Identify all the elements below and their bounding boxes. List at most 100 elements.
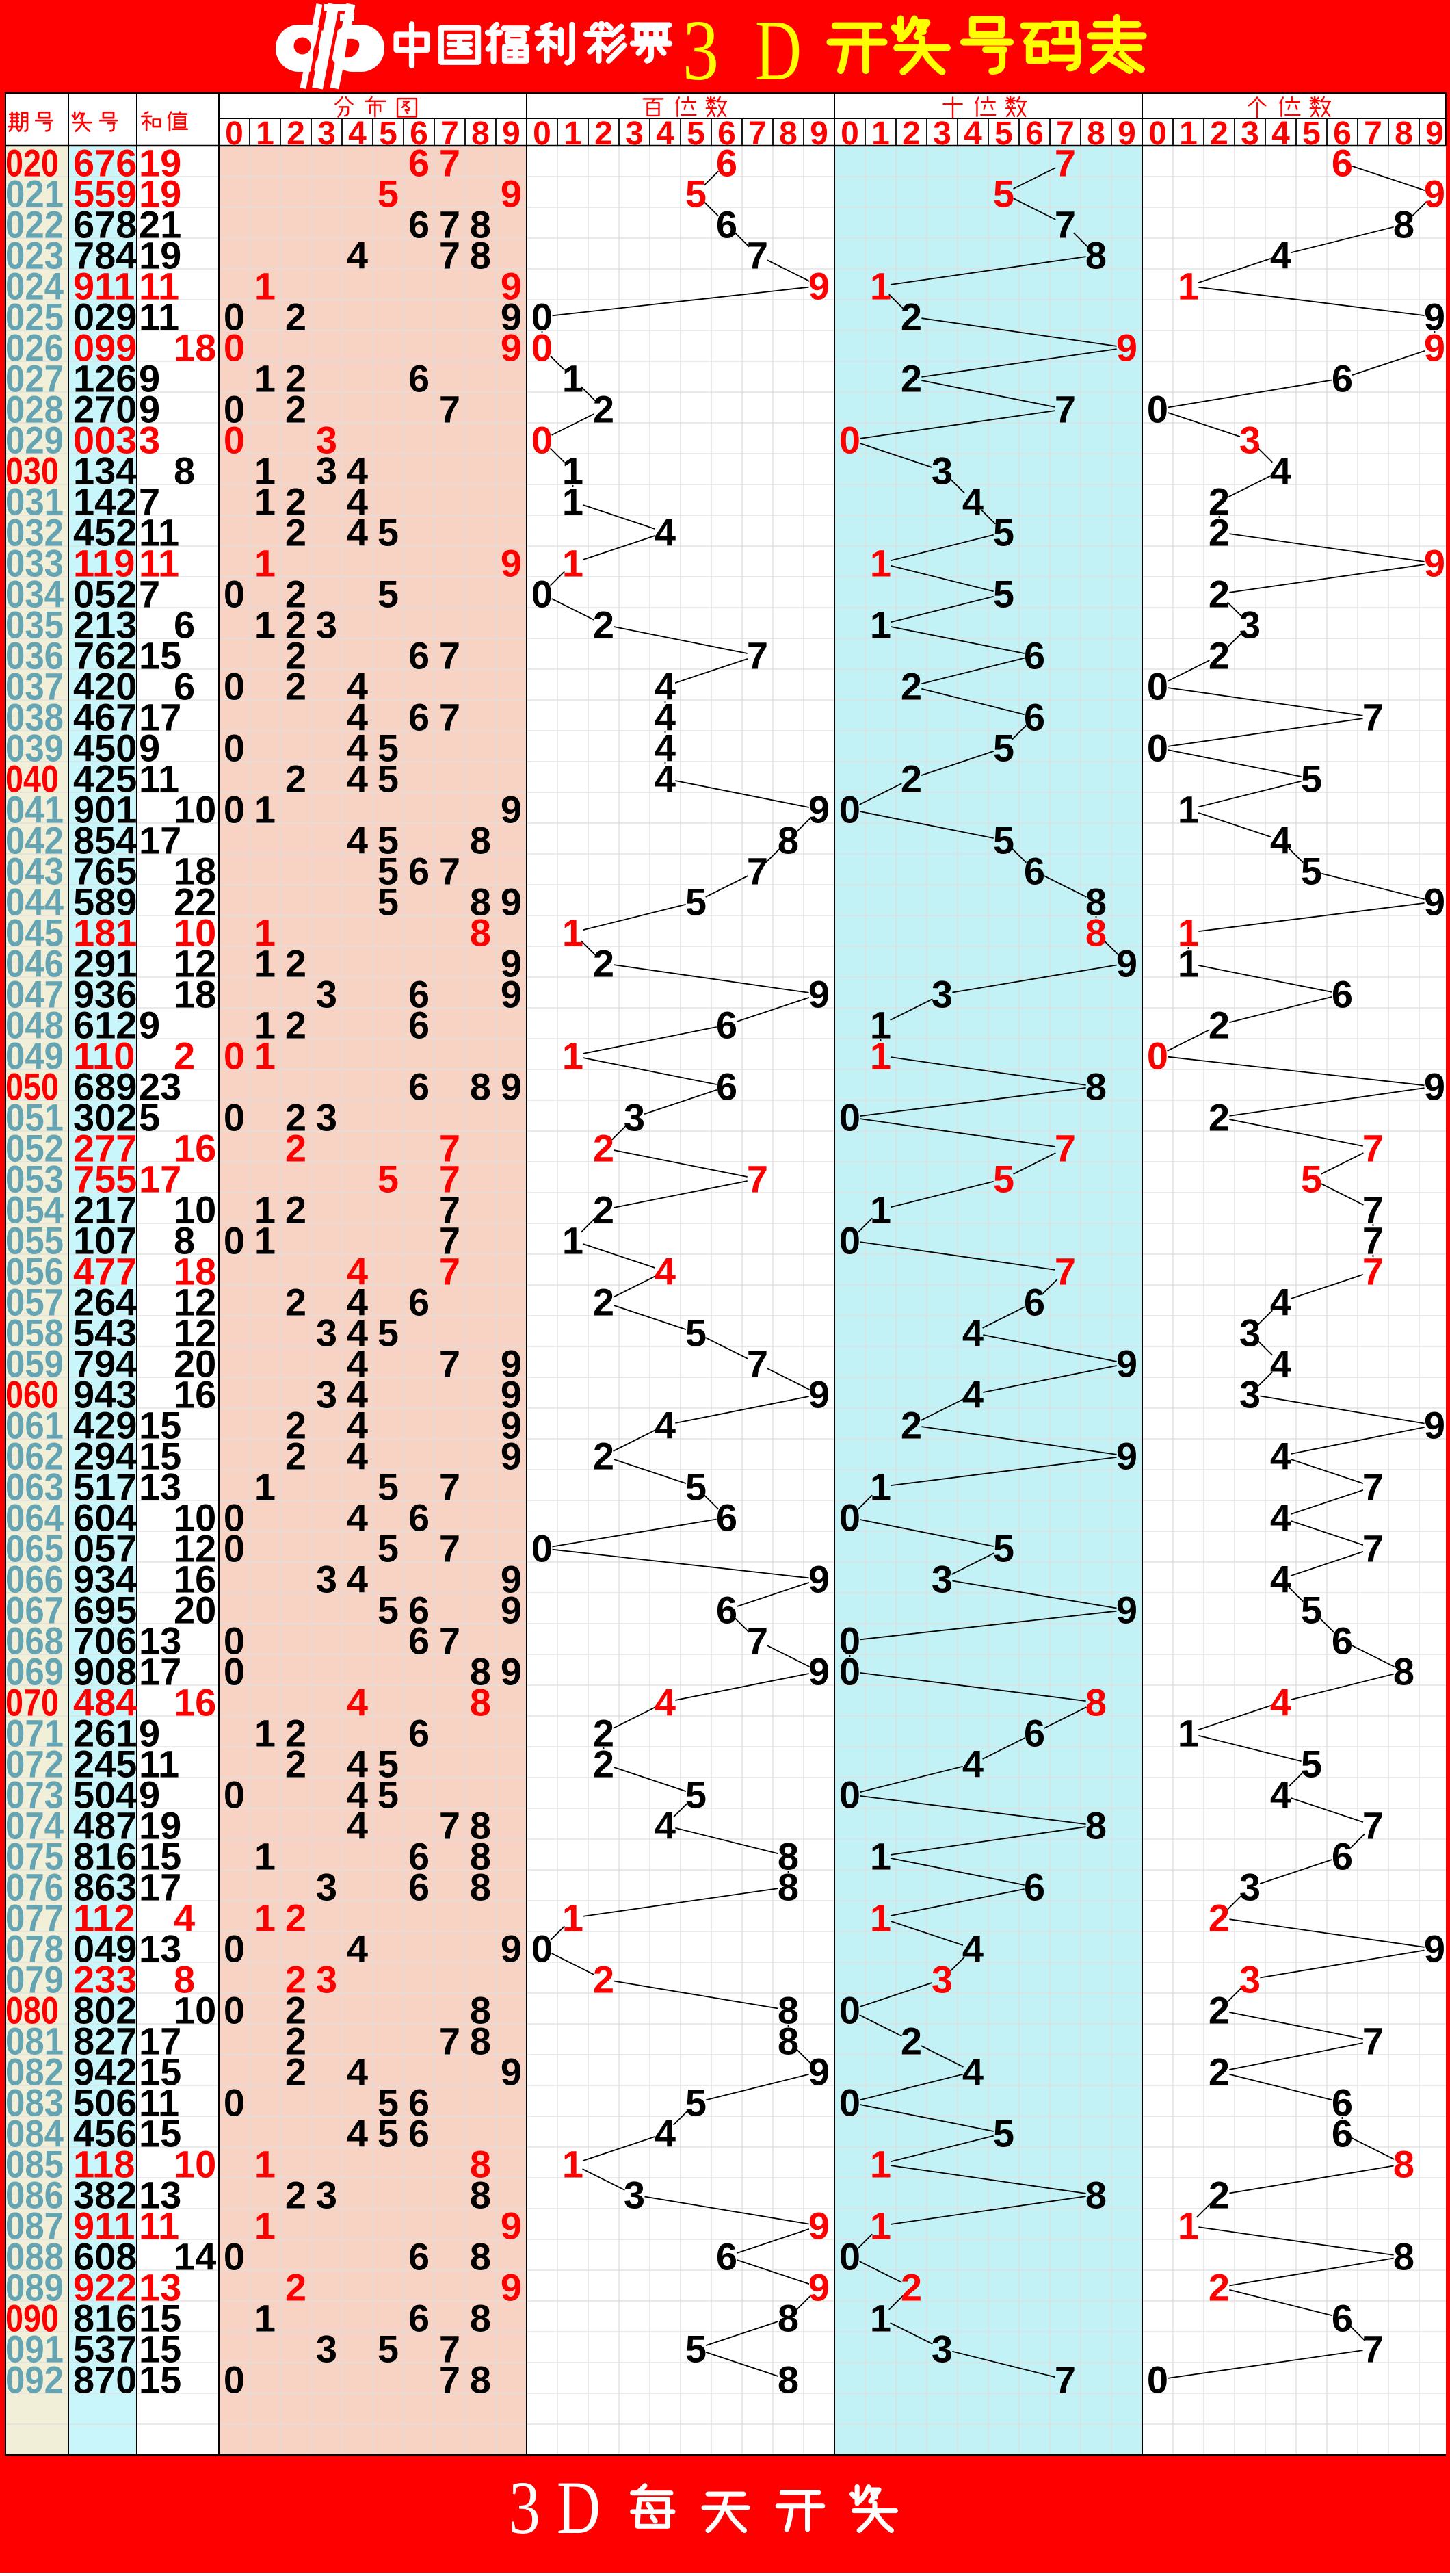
svg-text:0: 0 <box>531 326 553 369</box>
svg-text:086: 086 <box>5 2174 64 2217</box>
svg-text:7: 7 <box>439 634 460 677</box>
svg-text:5: 5 <box>685 1312 707 1355</box>
svg-text:3: 3 <box>509 2466 540 2549</box>
svg-text:0: 0 <box>224 727 245 770</box>
svg-text:7: 7 <box>439 1158 460 1201</box>
svg-text:2: 2 <box>285 2266 306 2309</box>
svg-text:1: 1 <box>254 450 276 493</box>
svg-text:3: 3 <box>316 1958 337 2001</box>
svg-text:5: 5 <box>378 2112 399 2155</box>
svg-text:058: 058 <box>5 1312 64 1355</box>
svg-text:3: 3 <box>1239 1866 1261 1909</box>
svg-text:6: 6 <box>716 1065 737 1108</box>
svg-text:19: 19 <box>139 142 181 185</box>
svg-text:13: 13 <box>139 1619 181 1663</box>
svg-text:071: 071 <box>5 1712 64 1755</box>
svg-text:6: 6 <box>408 1281 430 1324</box>
svg-text:10: 10 <box>174 911 216 954</box>
svg-text:1: 1 <box>562 1035 583 1078</box>
svg-text:6: 6 <box>716 1496 737 1539</box>
svg-text:2: 2 <box>902 116 921 152</box>
svg-text:7: 7 <box>439 696 460 739</box>
svg-text:5: 5 <box>685 2328 707 2371</box>
svg-text:0: 0 <box>531 1527 553 1570</box>
svg-text:14: 14 <box>174 2235 216 2278</box>
svg-text:4: 4 <box>1270 1281 1291 1324</box>
svg-text:4: 4 <box>962 2051 984 2094</box>
svg-text:7: 7 <box>439 1619 460 1663</box>
svg-text:4: 4 <box>347 727 368 770</box>
svg-text:8: 8 <box>470 2297 491 2340</box>
svg-text:118: 118 <box>73 2143 135 2186</box>
svg-text:6: 6 <box>408 1004 430 1047</box>
svg-text:8: 8 <box>470 819 491 862</box>
svg-text:4: 4 <box>347 1250 368 1293</box>
svg-text:5: 5 <box>378 1527 399 1570</box>
svg-text:559: 559 <box>73 172 137 216</box>
svg-text:911: 911 <box>73 265 135 308</box>
svg-text:18: 18 <box>174 973 216 1016</box>
svg-text:2: 2 <box>593 1958 614 2001</box>
svg-text:2: 2 <box>593 388 614 431</box>
svg-text:6: 6 <box>716 1004 737 1047</box>
svg-text:9: 9 <box>501 265 522 308</box>
svg-text:794: 794 <box>73 1342 137 1385</box>
svg-text:9: 9 <box>1424 172 1445 216</box>
svg-text:0: 0 <box>531 296 553 339</box>
svg-text:3: 3 <box>316 450 337 493</box>
svg-text:4: 4 <box>347 1342 368 1385</box>
svg-text:7: 7 <box>439 1342 460 1385</box>
svg-text:1: 1 <box>564 116 582 152</box>
svg-text:10: 10 <box>174 788 216 831</box>
svg-text:6: 6 <box>408 2297 430 2340</box>
svg-text:8: 8 <box>778 1866 799 1909</box>
svg-text:6: 6 <box>408 2081 430 2124</box>
svg-text:4: 4 <box>347 1496 368 1539</box>
svg-text:9: 9 <box>139 357 160 400</box>
svg-text:181: 181 <box>73 911 137 954</box>
svg-text:0: 0 <box>839 788 860 831</box>
svg-text:041: 041 <box>5 788 64 831</box>
svg-text:029: 029 <box>5 419 64 462</box>
svg-text:7: 7 <box>1364 116 1382 152</box>
svg-text:1: 1 <box>254 1712 276 1755</box>
svg-text:1: 1 <box>254 1035 276 1078</box>
svg-text:4: 4 <box>655 727 676 770</box>
svg-text:16: 16 <box>174 1681 216 1724</box>
svg-text:9: 9 <box>808 788 830 831</box>
svg-text:1: 1 <box>562 450 583 493</box>
svg-text:6: 6 <box>716 142 737 185</box>
svg-text:0: 0 <box>224 1096 245 1139</box>
svg-text:7: 7 <box>439 203 460 246</box>
svg-text:477: 477 <box>73 1250 137 1293</box>
svg-text:5: 5 <box>378 757 399 801</box>
svg-text:6: 6 <box>408 634 430 677</box>
svg-text:053: 053 <box>5 1158 64 1201</box>
svg-text:3: 3 <box>1241 116 1259 152</box>
svg-text:5: 5 <box>685 1466 707 1509</box>
svg-text:217: 217 <box>73 1188 137 1232</box>
svg-text:7: 7 <box>1055 2358 1076 2402</box>
svg-text:1: 1 <box>562 1897 583 1940</box>
svg-text:2: 2 <box>1209 2174 1230 2217</box>
svg-text:15: 15 <box>139 2297 181 2340</box>
svg-text:052: 052 <box>5 1127 64 1170</box>
svg-text:026: 026 <box>5 326 64 369</box>
svg-text:043: 043 <box>5 850 64 893</box>
svg-text:8: 8 <box>174 1219 195 1262</box>
svg-text:045: 045 <box>5 911 64 954</box>
svg-text:7: 7 <box>439 2328 460 2371</box>
svg-text:7: 7 <box>1362 696 1384 739</box>
svg-text:5: 5 <box>378 1773 399 1817</box>
svg-text:077: 077 <box>5 1897 64 1940</box>
svg-text:9: 9 <box>501 1342 522 1385</box>
svg-text:6: 6 <box>1333 116 1352 152</box>
svg-text:090: 090 <box>5 2297 59 2340</box>
svg-text:1: 1 <box>562 1219 583 1262</box>
svg-text:908: 908 <box>73 1650 137 1693</box>
svg-text:2: 2 <box>593 1188 614 1232</box>
svg-text:7: 7 <box>439 142 460 185</box>
svg-text:5: 5 <box>378 2081 399 2124</box>
svg-text:4: 4 <box>347 1773 368 1817</box>
svg-text:076: 076 <box>5 1866 64 1909</box>
